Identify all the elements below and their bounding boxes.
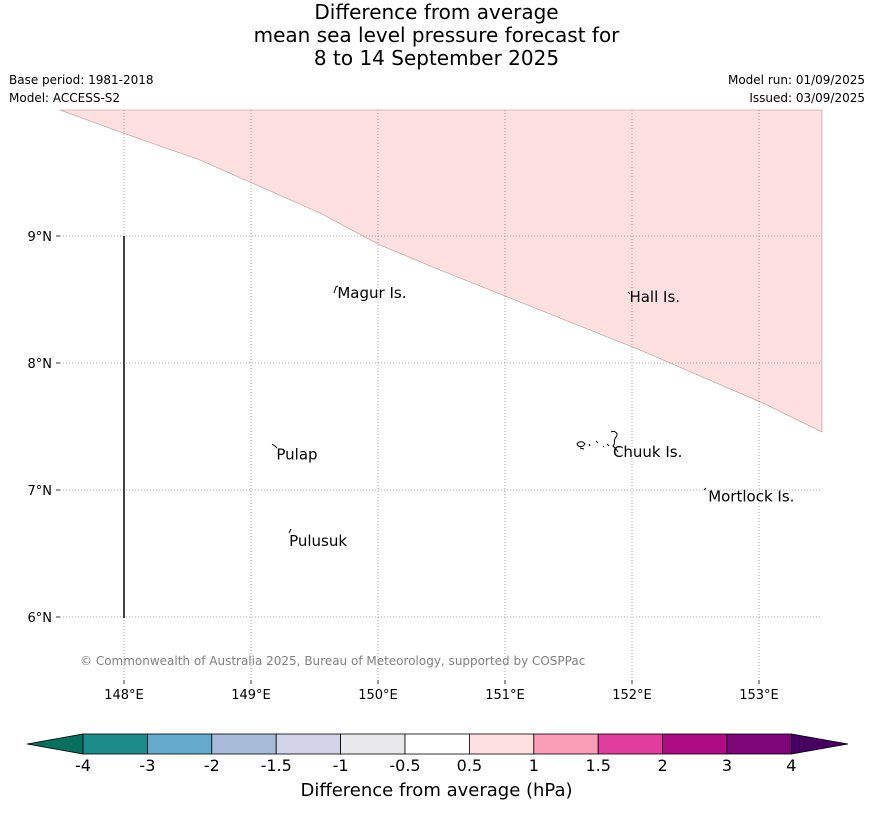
- lon-tick-label: 153°E: [739, 688, 779, 703]
- colorbar-tick-label: 1.5: [585, 756, 610, 775]
- colorbar-swatch: [146, 733, 213, 755]
- colorbar-over-arrow: [791, 733, 849, 755]
- title-line-3: 8 to 14 September 2025: [313, 46, 560, 70]
- lat-tick-label: 9°N: [28, 230, 53, 245]
- pulusuk-island-outline: [288, 528, 292, 534]
- meta-right: Model run: 01/09/2025 Issued: 03/09/2025: [728, 71, 865, 107]
- graticule: [56, 110, 822, 684]
- lat-tick-label: 7°N: [28, 484, 53, 499]
- lat-tick-label: 6°N: [28, 611, 53, 626]
- hall-island-outline: [627, 291, 631, 295]
- copyright-notice: © Commonwealth of Australia 2025, Bureau…: [80, 654, 585, 668]
- magur-island-outline: [333, 285, 339, 294]
- place-labels: Magur Is. Hall Is. Pulap Chuuk Is. Mortlock …: [276, 284, 794, 550]
- chuuk-lagoon-outline: [576, 431, 619, 453]
- place-label: Pulusuk: [289, 532, 347, 550]
- meta-left: Base period: 1981-2018 Model: ACCESS-S2: [9, 71, 154, 107]
- colorbar-swatch: [275, 733, 342, 755]
- place-label: Hall Is.: [629, 288, 680, 306]
- colorbar-tick-label: 2: [658, 756, 668, 775]
- colorbar-tick-label: -1: [333, 756, 349, 775]
- lon-tick-label: 150°E: [358, 688, 398, 703]
- lon-tick-label: 149°E: [231, 688, 271, 703]
- title-line-1: Difference from average: [314, 0, 559, 24]
- colorbar-tick-label: 1: [529, 756, 539, 775]
- colorbar-swatch: [468, 733, 535, 755]
- colorbar-swatch: [404, 733, 470, 755]
- base-period-label: Base period: 1981-2018: [9, 73, 154, 87]
- lon-tick-label: 152°E: [612, 688, 652, 703]
- pulap-island-outline: [271, 443, 278, 449]
- colorbar-swatch: [82, 733, 148, 755]
- model-label: Model: ACCESS-S2: [9, 91, 121, 105]
- colorbar-swatch: [726, 733, 792, 755]
- colorbar-swatch: [533, 733, 599, 755]
- axis-tick-labels: 148°E 149°E 150°E 151°E 152°E 153°E 9°N 8°N 7°N 6…: [28, 230, 779, 703]
- colorbar-tick-label: -0.5: [389, 756, 420, 775]
- place-label: Magur Is.: [337, 284, 406, 302]
- shaded-anomaly-region: [59, 109, 823, 433]
- colorbar-swatch: [662, 733, 728, 755]
- issued-label: Issued: 03/09/2025: [749, 91, 865, 105]
- colorbar-swatch: [340, 733, 406, 755]
- colorbar-label: Difference from average (hPa): [300, 780, 573, 801]
- place-label: Chuuk Is.: [613, 443, 682, 461]
- colorbar-tick-label: 4: [786, 756, 796, 775]
- lat-tick-label: 8°N: [28, 357, 53, 372]
- colorbar-tick-label: 3: [722, 756, 732, 775]
- lon-tick-label: 151°E: [485, 688, 525, 703]
- colorbar: -4 -3 -2 -1.5 -1 -0.5 0.5 1 1.5 2 3 4: [26, 733, 849, 775]
- place-label: Mortlock Is.: [708, 487, 794, 505]
- colorbar-tick-label: 0.5: [457, 756, 482, 775]
- mortlock-island-outline: [703, 487, 707, 491]
- place-label: Pulap: [276, 445, 317, 463]
- colorbar-tick-label: -2: [204, 756, 220, 775]
- model-run-label: Model run: 01/09/2025: [727, 73, 865, 87]
- colorbar-swatch: [211, 733, 277, 755]
- map-area: Magur Is. Hall Is. Pulap Chuuk Is. Mortlock …: [28, 109, 823, 703]
- lon-tick-label: 148°E: [104, 688, 144, 703]
- island-outlines: [271, 285, 707, 534]
- colorbar-tick-label: -4: [75, 756, 91, 775]
- title-line-2: mean sea level pressure forecast for: [253, 23, 620, 47]
- colorbar-tick-label: -3: [139, 756, 155, 775]
- colorbar-swatch: [597, 733, 664, 755]
- colorbar-tick-label: -1.5: [261, 756, 292, 775]
- colorbar-under-arrow: [26, 733, 84, 755]
